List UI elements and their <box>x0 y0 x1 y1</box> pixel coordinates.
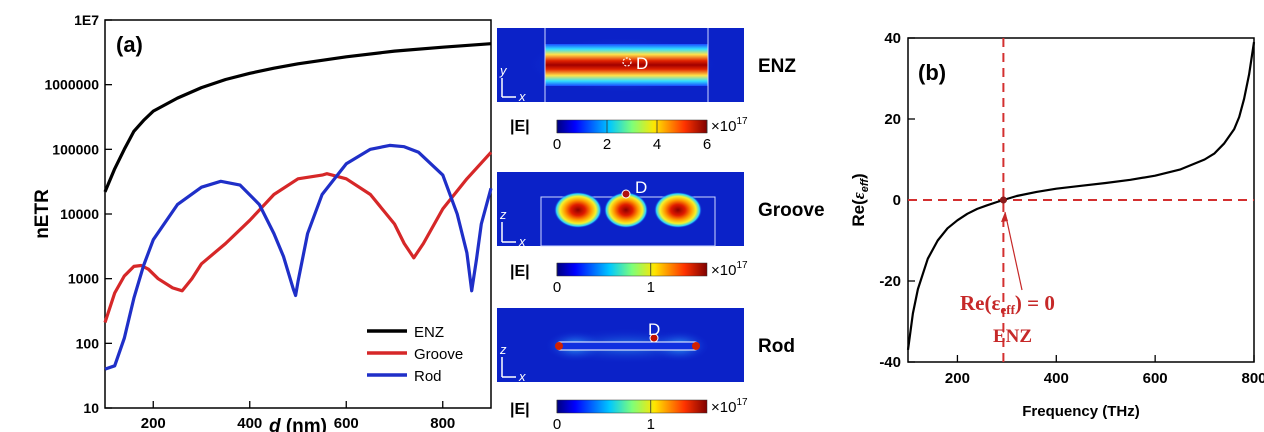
colorbar-tick-label: 4 <box>653 136 661 153</box>
map-enz-cb-ticks: 0 2 4 6 <box>553 120 711 153</box>
map-rod-end-right <box>692 342 700 350</box>
map-enz-cb-label: |E| <box>510 118 530 135</box>
panel-a-y-tick-label: 10000 <box>60 206 99 222</box>
panel-b-x-tick-label: 600 <box>1143 370 1168 387</box>
series-line-rod <box>104 143 493 371</box>
panel-a-label: (a) <box>116 32 143 57</box>
map-rod-marker: D <box>648 320 660 339</box>
map-enz-field <box>545 44 708 86</box>
panel-a-y-tick-label: 1000 <box>68 271 99 287</box>
panel-a: 10 100 1000 10000 100000 1000000 1E7 200 400 600… <box>32 12 493 432</box>
map-groove-axis-v-label: z <box>499 207 507 222</box>
colorbar-tick-label: 0 <box>553 416 561 432</box>
panel-b-xlabel: Frequency (THz) <box>1022 403 1140 420</box>
panel-b-x-tick-label: 200 <box>945 370 970 387</box>
map-enz-dipole <box>622 57 632 67</box>
panel-a-y-tick-label: 100 <box>76 335 100 351</box>
map-rod-title: Rod <box>758 336 795 357</box>
map-rod-cb-label: |E| <box>510 401 530 418</box>
panel-b-y-tick-label: 0 <box>893 192 901 209</box>
map-rod-cb-scale: ×1017 <box>711 397 748 416</box>
map-enz-cb-scale: ×1017 <box>711 116 748 135</box>
panel-a-x-tick-label: 200 <box>141 415 166 432</box>
map-groove-dipole <box>621 189 631 199</box>
panel-a-y-tick-label: 100000 <box>52 141 99 157</box>
map-enz-colorbar <box>556 119 708 134</box>
panel-a-y-tick-label: 1000000 <box>44 77 99 93</box>
panel-a-xlabel: d (nm) <box>269 416 327 432</box>
colorbar-tick-label: 1 <box>647 416 655 432</box>
colorbar-tick-label: 2 <box>603 136 611 153</box>
map-groove-title: Groove <box>758 200 825 221</box>
map-groove-lobe-3 <box>654 192 702 228</box>
panel-b-x-tick-label: 400 <box>1044 370 1069 387</box>
panel-a-x-tick-label: 800 <box>430 415 455 432</box>
panel-b-reference-lines <box>908 38 1254 362</box>
panel-a-y-ticks: 10 100 1000 10000 100000 1000000 1E7 <box>44 12 112 416</box>
map-enz-title: ENZ <box>758 56 796 77</box>
colorbar-tick-label: 0 <box>553 279 561 296</box>
panel-b-series <box>906 41 1256 351</box>
panel-b-x-ticks: 200 400 600 800 <box>945 355 1264 387</box>
annotation-text: Re(εeff) = 0 <box>960 291 1055 317</box>
panel-a-series <box>103 42 493 371</box>
panel-b-y-tick-label: -20 <box>879 273 901 290</box>
map-groove-marker: D <box>635 178 647 197</box>
panel-a-x-tick-label: 400 <box>237 415 262 432</box>
map-groove-cb-scale: ×1017 <box>711 260 748 279</box>
panel-a-ylabel: nETR <box>32 189 53 239</box>
map-rod-axis-h-label: x <box>518 369 526 384</box>
map-enz: D y x ENZ |E| 0 2 4 6 ×1017 <box>497 28 796 153</box>
series-line-enz <box>103 42 492 193</box>
field-maps: D y x ENZ |E| 0 2 4 6 ×1017 D z x Groove |E… <box>497 28 825 432</box>
map-rod-outline <box>555 341 700 351</box>
panel-a-y-tick-label: 10 <box>83 400 99 416</box>
legend-label-enz: ENZ <box>414 324 444 341</box>
enz-point <box>999 196 1007 204</box>
annotation-arrow <box>1004 211 1023 291</box>
legend-label-groove: Groove <box>414 346 463 363</box>
panel-b-y-tick-label: 20 <box>884 111 901 128</box>
annotation-enz: ENZ <box>993 326 1032 347</box>
panel-a-x-tick-label: 600 <box>334 415 359 432</box>
map-enz-marker: D <box>636 54 648 73</box>
map-groove-colorbar <box>556 262 708 277</box>
map-rod-axis-v-label: z <box>499 342 507 357</box>
map-groove-axis-h-label: x <box>518 234 526 249</box>
series-line-re-eps <box>906 41 1256 351</box>
map-groove-cb-label: |E| <box>510 263 530 280</box>
series-line-groove <box>103 151 493 323</box>
panel-a-x-ticks: 200 400 600 800 <box>141 401 455 432</box>
map-rod-end-left <box>555 342 563 350</box>
panel-b-x-tick-label: 800 <box>1241 370 1264 387</box>
panel-b-y-tick-label: 40 <box>884 30 901 47</box>
map-groove-lobe-2 <box>604 192 648 228</box>
legend-label-rod: Rod <box>414 368 442 385</box>
panel-b-y-ticks: 40 20 0 -20 -40 <box>879 30 915 371</box>
map-enz-axis-h-label: x <box>518 89 526 104</box>
map-rod-dipole <box>649 333 659 343</box>
map-groove-lobe-1 <box>554 192 602 228</box>
map-rod-colorbar <box>556 399 708 414</box>
panel-b-label: (b) <box>918 60 946 85</box>
colorbar-tick-label: 0 <box>553 136 561 153</box>
map-enz-axis-v-label: y <box>499 63 508 78</box>
panel-a-y-tick-label: 1E7 <box>74 12 99 28</box>
annotation-arrowhead <box>1001 212 1008 222</box>
colorbar-tick-label: 6 <box>703 136 711 153</box>
panel-b-y-tick-label: -40 <box>879 354 901 371</box>
colorbar-tick-label: 1 <box>647 279 655 296</box>
panel-b-ylabel: Re(εeff) <box>849 173 871 226</box>
legend: ENZ Groove Rod <box>367 324 463 385</box>
